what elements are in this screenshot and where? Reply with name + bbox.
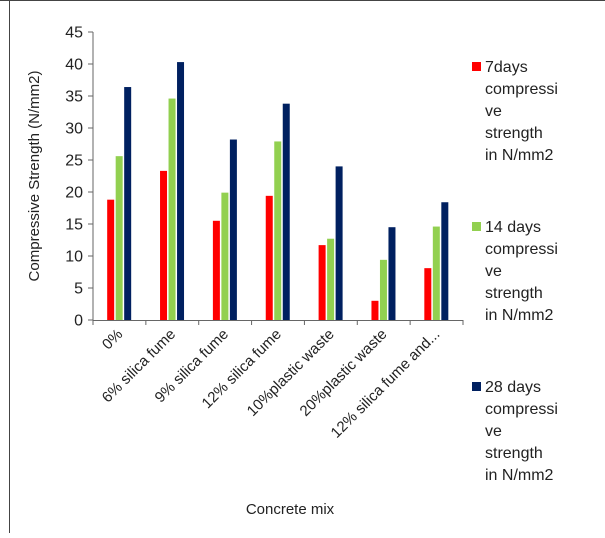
y-tick-label: 0	[74, 313, 83, 330]
y-tick-label: 40	[65, 57, 83, 74]
bar-series-1	[318, 245, 326, 320]
bars-group	[107, 62, 449, 321]
x-tick-label: 12% silica fume and...	[328, 326, 444, 442]
bar-series-3	[441, 202, 449, 320]
bar-series-3	[177, 62, 185, 320]
bar-series-1	[424, 268, 432, 320]
legend-label-1: ve	[485, 103, 502, 120]
x-axis-title: Concrete mix	[246, 501, 335, 518]
bar-series-2	[379, 259, 387, 320]
legend-label-2: compressi	[485, 241, 558, 258]
legend: 7days compressi ve strength in N/mm2 14 days c…	[472, 59, 558, 484]
legend-label-3: ve	[485, 423, 502, 440]
y-tick-label: 20	[65, 185, 83, 202]
bar-series-2	[432, 226, 440, 320]
y-tick-label: 10	[65, 249, 83, 266]
bar-series-3	[388, 227, 396, 320]
y-tick-label: 35	[65, 89, 83, 106]
bar-series-1	[212, 220, 220, 320]
bar-series-3	[124, 87, 132, 320]
bar-series-3	[335, 166, 343, 320]
legend-label-1: compressi	[485, 81, 558, 98]
legend-label-1: in N/mm2	[485, 147, 554, 164]
bar-series-1	[160, 170, 168, 320]
y-axis-ticks: 0 5 10 15 20 25 30 35 40 45	[65, 25, 93, 330]
legend-swatch-1	[472, 62, 481, 71]
bar-series-3	[282, 103, 290, 321]
legend-label-3: 28 days	[485, 379, 541, 396]
y-tick-label: 25	[65, 153, 83, 170]
bar-series-1	[265, 195, 273, 320]
legend-label-2: strength	[485, 285, 543, 302]
legend-swatch-3	[472, 382, 481, 391]
axes-group	[92, 32, 464, 325]
bar-series-2	[115, 156, 123, 320]
y-tick-label: 5	[74, 281, 83, 298]
bar-series-2	[274, 141, 282, 320]
legend-label-3: strength	[485, 445, 543, 462]
x-tick-label: 0%	[99, 326, 126, 353]
legend-label-3: in N/mm2	[485, 467, 554, 484]
legend-swatch-2	[472, 222, 481, 231]
legend-label-1: 7days	[485, 59, 528, 76]
y-axis-title: Compressive Strength (N/mm2)	[26, 71, 43, 282]
legend-label-3: compressi	[485, 401, 558, 418]
legend-label-2: ve	[485, 263, 502, 280]
legend-label-2: in N/mm2	[485, 307, 554, 324]
bar-series-2	[327, 238, 335, 320]
legend-label-2: 14 days	[485, 219, 541, 236]
legend-label-1: strength	[485, 125, 543, 142]
bar-series-1	[371, 300, 379, 320]
bar-series-2	[221, 192, 229, 320]
y-tick-label: 30	[65, 121, 83, 138]
bar-series-3	[229, 139, 237, 320]
bar-series-1	[107, 199, 115, 320]
y-tick-label: 45	[65, 25, 83, 42]
y-tick-label: 15	[65, 217, 83, 234]
bar-series-2	[168, 98, 176, 320]
